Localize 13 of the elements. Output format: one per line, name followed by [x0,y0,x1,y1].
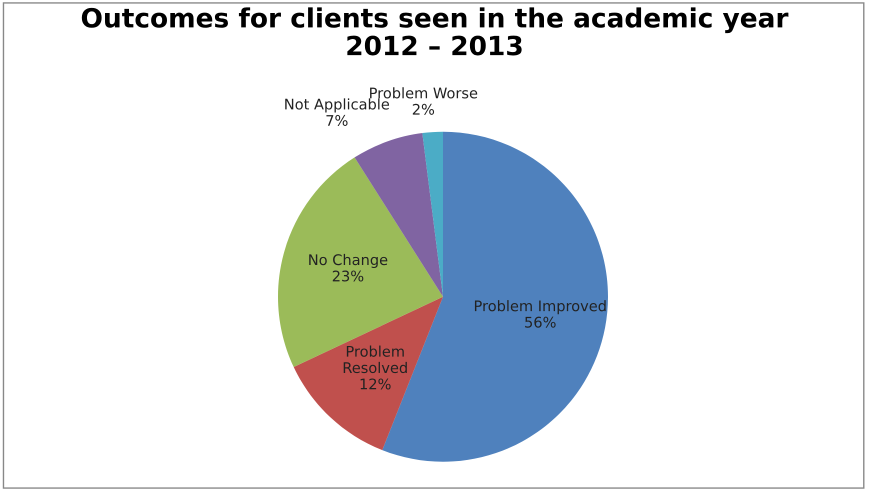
data-label: 7% [326,114,348,126]
slice-label: Not Applicable [285,98,390,112]
pie-slice [294,296,443,450]
slice-label: Problem Improved [474,300,606,314]
pie-slice [422,132,443,297]
slice-label: Problem Worse [370,87,478,98]
slice-label: Problem Resolved [344,346,407,374]
data-label: 12% [360,378,391,390]
chart-title: Outcomes for clients seen in the academic year 2012 – 2013 [82,7,788,56]
data-label: 23% [332,270,364,282]
data-label: 2% [412,104,434,115]
data-label: 56% [525,316,556,328]
slice-label: No Change [309,254,388,268]
